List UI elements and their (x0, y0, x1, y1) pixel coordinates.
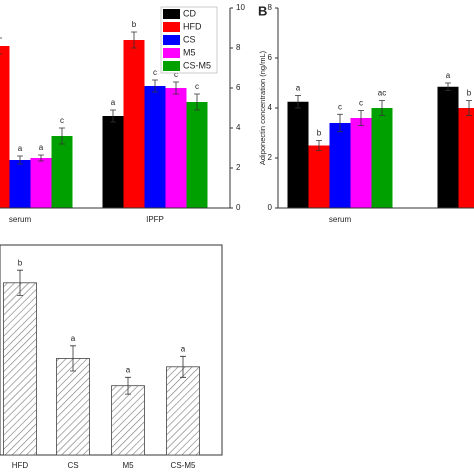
significance-label: c (338, 102, 342, 111)
legend-swatch (163, 35, 180, 45)
significance-label: a (18, 144, 23, 153)
bar (329, 123, 351, 208)
error-bar (316, 140, 322, 151)
y-tick-label: 2 (236, 163, 241, 172)
x-tick-label: serum (329, 215, 352, 224)
significance-label: a (446, 71, 451, 80)
bar (123, 40, 145, 208)
significance-label: a (111, 98, 116, 107)
y-tick-label: 0 (268, 203, 273, 212)
panel-a: a b a c a c c c serum IPFP 0 2 4 6 8 10 CD HFD CS M5 CS-M5 (0, 3, 245, 224)
error-bar (0, 37, 2, 55)
significance-label: c (359, 99, 363, 108)
bar (51, 136, 73, 208)
bar (102, 116, 124, 208)
y-tick-label: 4 (236, 123, 241, 132)
bar (0, 46, 10, 208)
significance-label: a (296, 84, 301, 93)
error-bar (17, 155, 23, 165)
plot: a a b b c c ac (287, 71, 474, 208)
y-axis-label: Adiponectin concentration (ng/mL) (258, 50, 267, 165)
y-tick-label: 8 (268, 3, 273, 12)
error-bar (152, 79, 158, 93)
significance-label: c (153, 68, 157, 77)
bar (437, 86, 459, 208)
panel-b: a a b b c c ac serum 0 2 4 6 8B Adiponectin concentra… (258, 3, 474, 224)
significance-label: b (467, 89, 472, 98)
legend-swatch (163, 22, 180, 32)
bar (350, 118, 372, 208)
bar (371, 108, 393, 208)
bar (287, 101, 309, 208)
significance-label: a (39, 143, 44, 152)
significance-label: b (132, 20, 137, 29)
error-bar (194, 93, 200, 111)
x-tick-label: HFD (12, 461, 29, 470)
error-bar (337, 113, 343, 133)
x-tick-label: CS-M5 (171, 461, 196, 470)
legend-label: CS (183, 34, 196, 44)
plot-frame (0, 244, 223, 456)
plot: a b a c a c c c (0, 20, 208, 208)
legend-swatch (163, 48, 180, 58)
panel-label: B (258, 3, 267, 18)
bar (144, 86, 166, 208)
error-bar (38, 154, 44, 162)
y-tick-label: 6 (236, 83, 241, 92)
legend-swatch (163, 61, 180, 71)
error-bar (358, 110, 364, 126)
bar (186, 102, 208, 208)
error-bar (466, 100, 472, 116)
error-bar (70, 345, 76, 372)
legend-label: CS-M5 (183, 60, 211, 70)
y-tick-label: 6 (268, 53, 273, 62)
error-bar (110, 109, 116, 123)
x-tick-label: IPFP (146, 215, 164, 224)
error-bar (295, 95, 301, 109)
legend-swatch (163, 9, 180, 19)
bar (165, 88, 187, 208)
y-tick-label: 0 (236, 203, 241, 212)
significance-label: c (174, 70, 178, 79)
y-tick-label: 4 (268, 103, 273, 112)
panel-c: b HFD a CS a M5 a CS-M5 (0, 244, 223, 470)
error-bar (180, 355, 186, 378)
legend-label: M5 (183, 47, 196, 57)
y-tick-label: 10 (236, 3, 245, 12)
bar (166, 366, 200, 456)
x-tick-label: CS (67, 461, 78, 470)
significance-label: a (71, 334, 76, 343)
bar (111, 385, 145, 456)
significance-label: c (60, 116, 64, 125)
y-tick-label: 2 (268, 153, 273, 162)
y-tick-label: 8 (236, 43, 241, 52)
error-bar (59, 127, 65, 145)
significance-label: c (195, 82, 199, 91)
error-bar (17, 269, 23, 296)
error-bar (173, 81, 179, 95)
bar (30, 158, 52, 208)
bar (458, 108, 474, 208)
x-tick-label: serum (9, 215, 32, 224)
x-tick-label: M5 (122, 461, 134, 470)
legend-label: HFD (183, 21, 202, 31)
bar (3, 282, 37, 456)
error-bar (379, 100, 385, 116)
error-bar (125, 376, 131, 395)
significance-label: a (181, 344, 186, 353)
significance-label: b (18, 258, 23, 267)
significance-label: ac (378, 89, 386, 98)
bar (308, 145, 330, 208)
significance-label: a (126, 365, 131, 374)
significance-label: b (317, 129, 322, 138)
error-bar (445, 82, 451, 91)
bar (9, 160, 31, 208)
legend-label: CD (183, 8, 196, 18)
bar (56, 357, 90, 456)
error-bar (131, 31, 137, 49)
